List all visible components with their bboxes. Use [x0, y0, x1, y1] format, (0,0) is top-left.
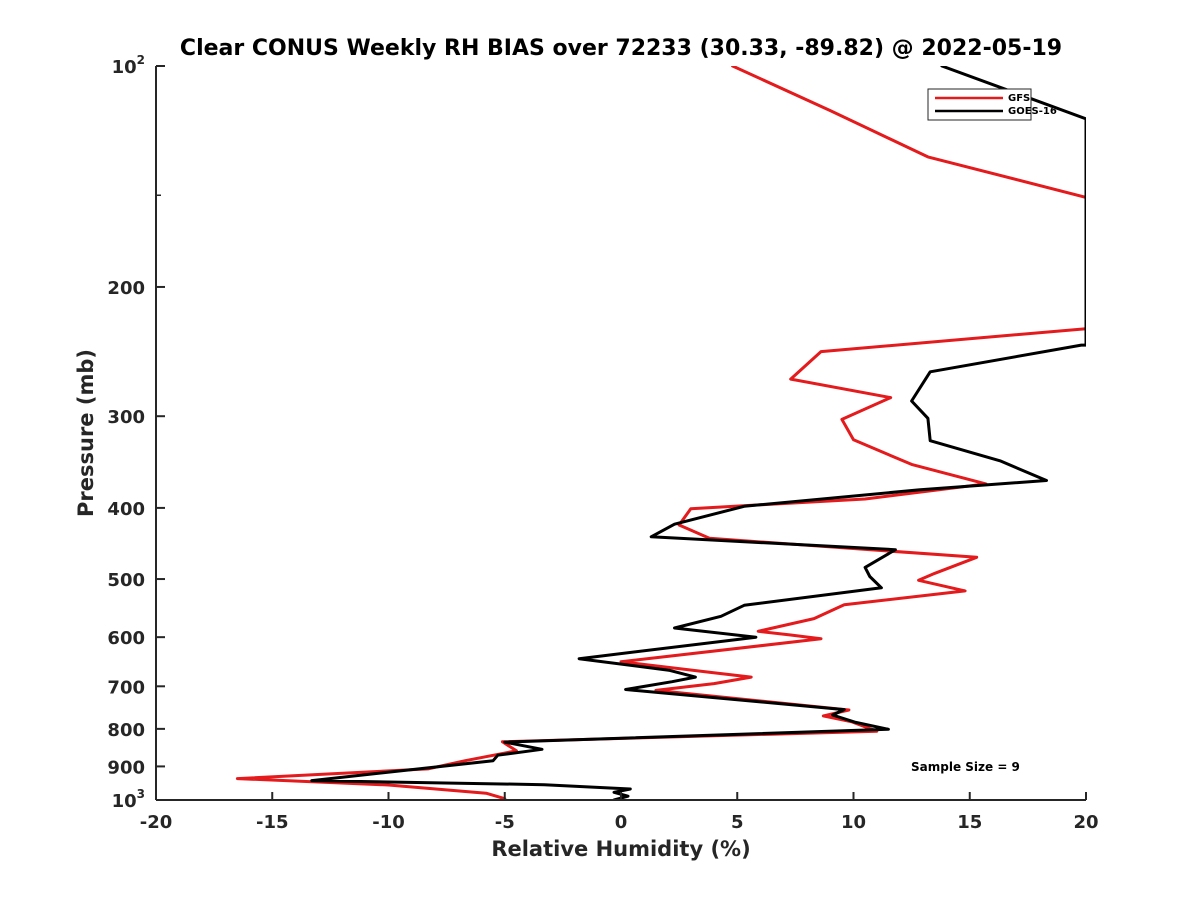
legend-label-gfs: GFS	[1008, 93, 1030, 104]
legend-box	[927, 88, 1032, 121]
x-tick-label: 5	[731, 812, 744, 833]
legend: GFS GOES-16	[927, 88, 1057, 121]
chart-title: Clear CONUS Weekly RH BIAS over 72233 (3…	[180, 36, 1062, 61]
x-tick-label: -5	[495, 812, 515, 833]
y-tick-label: 600	[107, 628, 145, 649]
legend-label-goes16: GOES-16	[1008, 106, 1057, 117]
x-tick-label: 15	[957, 812, 982, 833]
y-tick-label: 800	[107, 720, 145, 741]
x-tick-label: 0	[615, 812, 628, 833]
y-tick-label: 103	[112, 787, 145, 812]
x-axis-label: Relative Humidity (%)	[491, 837, 750, 861]
y-tick-label: 200	[107, 278, 145, 299]
plot-lines	[235, 66, 1086, 800]
series-line-goes-16	[310, 66, 1086, 800]
x-tick-label: -10	[372, 812, 405, 833]
y-ticks: 102 200 300 400 500 600 700 800 900 103	[107, 53, 165, 812]
y-tick-label: 102	[112, 53, 145, 78]
y-tick-label: 700	[107, 677, 145, 698]
x-ticks: -20 -15 -10 -5 0 5 10 15 20	[140, 792, 1099, 833]
x-tick-label: 10	[841, 812, 866, 833]
y-tick-label: 900	[107, 757, 145, 778]
y-tick-label: 500	[107, 570, 145, 591]
y-axis-label: Pressure (mb)	[74, 349, 98, 517]
y-tick-label: 400	[107, 499, 145, 520]
x-tick-label: 20	[1073, 812, 1098, 833]
x-tick-label: -20	[140, 812, 173, 833]
y-tick-label: 300	[107, 407, 145, 428]
x-tick-label: -15	[256, 812, 289, 833]
sample-size-annotation: Sample Size = 9	[911, 760, 1020, 774]
